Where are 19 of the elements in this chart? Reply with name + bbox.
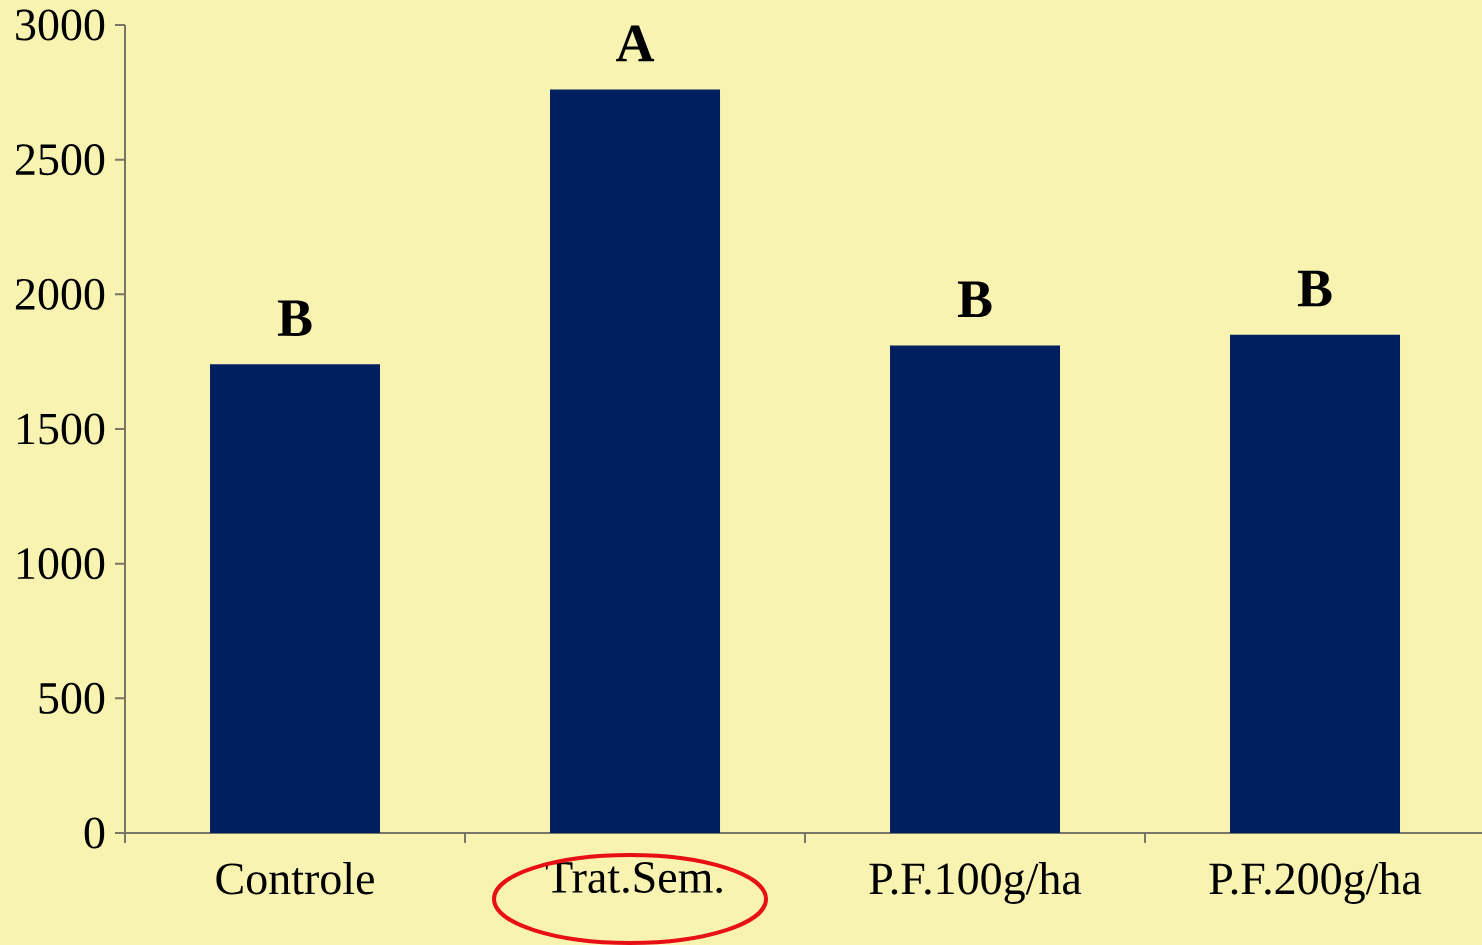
x-tick-label: Controle	[216, 862, 374, 895]
x-tick-label: Trat.Sem.	[545, 862, 722, 894]
y-tick-label: 0	[84, 817, 105, 849]
y-tick-label: 1000	[17, 548, 105, 580]
annotation: A	[616, 25, 655, 62]
y-tick-label: 2000	[15, 278, 105, 310]
bar	[890, 345, 1061, 833]
bar	[210, 364, 381, 833]
bar	[1230, 334, 1401, 833]
x-tick-label: P.F.200g/ha	[1209, 862, 1422, 904]
y-tick-label: 1500	[17, 413, 105, 445]
x-tick-label: P.F.100g/ha	[869, 862, 1082, 904]
annotation: B	[1297, 270, 1332, 307]
annotation: B	[957, 281, 992, 318]
y-tick-label: 500	[39, 682, 105, 714]
y-tick-label: 2500	[15, 144, 105, 176]
annotation: B	[277, 300, 312, 336]
bar	[550, 89, 721, 833]
y-tick-label: 3000	[16, 9, 105, 41]
